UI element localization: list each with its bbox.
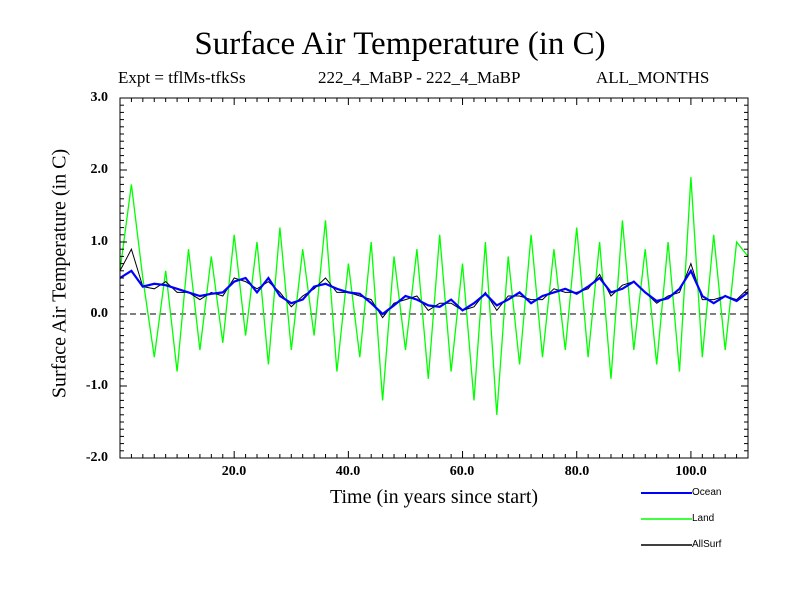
y-tick-label: 2.0 — [90, 162, 109, 177]
y-tick-label: -1.0 — [85, 378, 108, 393]
months-label: ALL_MONTHS — [596, 68, 710, 87]
legend-label-ocean: Ocean — [692, 487, 722, 498]
series-line-allsurf — [119, 247, 749, 319]
x-tick-label: 40.0 — [335, 464, 361, 479]
x-tick-label: 20.0 — [221, 464, 247, 479]
chart-title: Surface Air Temperature (in C) — [194, 26, 606, 62]
x-axis-label: Time (in years since start) — [329, 486, 539, 508]
y-tick-label: -2.0 — [85, 450, 108, 465]
period-label: 222_4_MaBP - 222_4_MaBP — [318, 68, 521, 87]
y-tick-label: 3.0 — [90, 90, 109, 105]
x-tick-label: 100.0 — [675, 464, 707, 479]
legend-label-land: Land — [692, 513, 715, 524]
experiment-label: Expt = tflMs-tfkSs — [118, 68, 246, 87]
series-line-ocean — [119, 268, 749, 316]
y-axis-label: Surface Air Temperature (in C) — [48, 148, 71, 399]
plot-area — [119, 97, 749, 546]
series-line-land — [119, 177, 749, 415]
y-tick-label: 1.0 — [90, 234, 109, 249]
y-tick-label: 0.0 — [90, 306, 109, 321]
x-tick-label: 80.0 — [564, 464, 590, 479]
legend-label-allsurf: AllSurf — [692, 539, 722, 550]
x-tick-label: 60.0 — [449, 464, 475, 479]
